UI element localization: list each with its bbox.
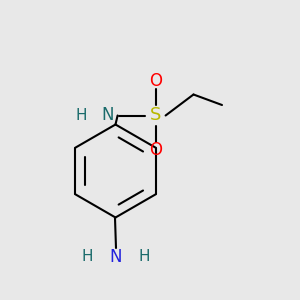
Text: O: O xyxy=(149,72,163,90)
Text: N: N xyxy=(102,106,114,124)
Text: O: O xyxy=(149,141,163,159)
Text: S: S xyxy=(150,106,162,124)
Text: N: N xyxy=(109,248,122,266)
Text: H: H xyxy=(75,108,87,123)
Text: H: H xyxy=(138,249,150,264)
Text: H: H xyxy=(81,249,93,264)
